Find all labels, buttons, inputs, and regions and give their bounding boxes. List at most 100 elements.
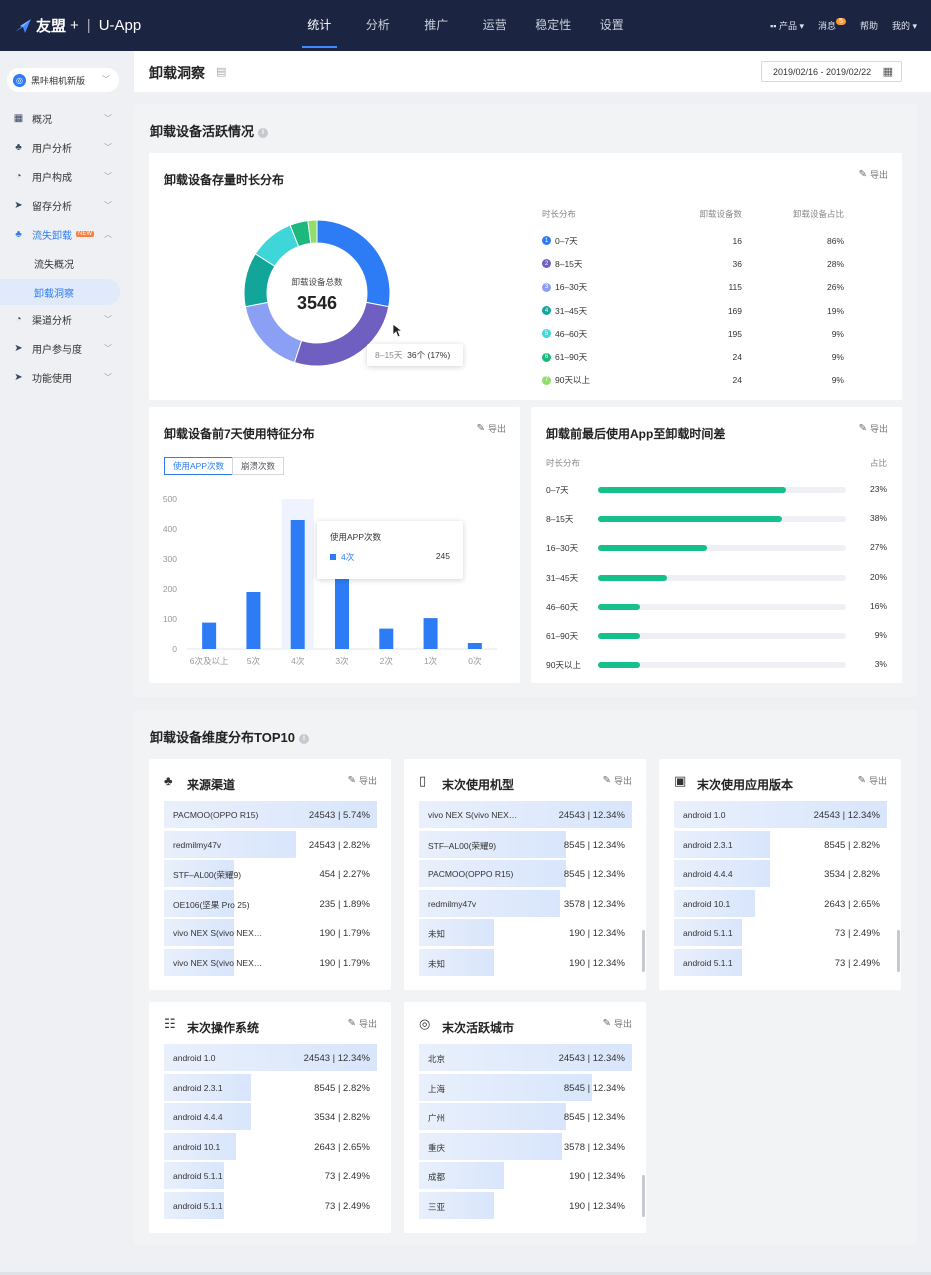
top10-row[interactable]: 成都 190 | 12.34%	[419, 1162, 632, 1190]
export-label: 导出	[487, 424, 506, 434]
row-name: android 5.1.1	[683, 928, 733, 939]
bar[interactable]	[467, 643, 482, 649]
sidebar-subitem-churn-overview[interactable]: 流失概况	[34, 259, 74, 271]
section-title-text: 卸载设备活跃情况	[150, 124, 255, 139]
bar[interactable]	[379, 628, 394, 649]
nav-operation[interactable]: 运营	[482, 18, 507, 32]
sidebar-item-user-compose[interactable]: ◔ 用户构成 ﹀	[0, 165, 134, 187]
top10-row[interactable]: vivo NEX S(vivo NEX… 24543 | 12.34%	[419, 801, 632, 828]
donut-center-value: 3546	[296, 293, 338, 313]
top10-row[interactable]: redmilmy47v 3578 | 12.34%	[419, 889, 632, 917]
top10-row[interactable]: 三亚 190 | 12.34%	[419, 1192, 632, 1219]
nav-stats[interactable]: 统计	[290, 0, 349, 51]
export-button[interactable]: ✎ 导出	[603, 774, 632, 787]
top10-row[interactable]: android 5.1.1 73 | 2.49%	[164, 1162, 377, 1190]
top10-row[interactable]: android 5.1.1 73 | 2.49%	[674, 949, 887, 976]
chevron-down-icon: ﹀	[104, 372, 112, 382]
date-range-picker[interactable]: 2019/02/16 - 2019/02/22 ▦	[761, 61, 902, 82]
legend-header-range: 时长分布	[542, 209, 577, 219]
top10-row[interactable]: 广州 8545 | 12.34%	[419, 1103, 632, 1131]
products-menu[interactable]: ▪▪ 产品 ▾	[770, 21, 805, 31]
top10-row[interactable]: 重庆 3578 | 12.34%	[419, 1132, 632, 1160]
top10-row[interactable]: android 5.1.1 73 | 2.49%	[164, 1192, 377, 1219]
row-value: 2643 | 2.65%	[314, 1141, 370, 1153]
top10-row[interactable]: STF–AL00(荣耀9) 454 | 2.27%	[164, 860, 377, 888]
top10-row[interactable]: redmilmy47v 24543 | 2.82%	[164, 830, 377, 858]
card-title: 卸载前最后使用App至卸载时间差	[546, 427, 726, 441]
sidebar-item-retention[interactable]: ➤ 留存分析 ﹀	[0, 194, 134, 216]
export-button[interactable]: ✎ 导出	[477, 422, 506, 435]
top10-row[interactable]: android 5.1.1 73 | 2.49%	[674, 919, 887, 947]
app-selector[interactable]: ◎ 黑咔相机新版 ﹀	[7, 68, 119, 92]
hbar-fill	[598, 662, 641, 669]
export-button[interactable]: ✎ 导出	[858, 774, 887, 787]
top10-row[interactable]: android 10.1 2643 | 2.65%	[674, 889, 887, 917]
top10-row[interactable]: android 2.3.1 8545 | 2.82%	[164, 1073, 377, 1101]
top10-card: ◎ 末次活跃城市 ✎ 导出 北京 24543 | 12.34% 上海 8545 | 12.34…	[404, 1002, 646, 1233]
nav-promotion[interactable]: 推广	[424, 18, 449, 32]
tab-crash-count[interactable]: 崩溃次数	[232, 457, 285, 475]
bar[interactable]	[290, 520, 305, 649]
top10-row[interactable]: 未知 190 | 12.34%	[419, 919, 632, 947]
top10-row[interactable]: android 2.3.1 8545 | 2.82%	[674, 830, 887, 858]
top10-row[interactable]: vivo NEX S(vivo NEX… 190 | 1.79%	[164, 919, 377, 947]
legend-range: 6 61–90天	[542, 351, 662, 363]
export-button[interactable]: ✎ 导出	[859, 168, 888, 181]
top10-row[interactable]: PACMOO(OPPO R15) 8545 | 12.34%	[419, 860, 632, 888]
bar-chart[interactable]: 500 400 300 200 100 0 6次及以上 5次 4次 3次 2次 1次 0次	[157, 489, 507, 679]
nav-settings[interactable]: 设置	[599, 18, 624, 32]
umeng-logo[interactable]: 友盟 + | U-App	[14, 15, 141, 36]
row-fill-bar	[164, 1162, 224, 1190]
top10-row[interactable]: STF–AL00(荣耀9) 8545 | 12.34%	[419, 830, 632, 858]
top10-row[interactable]: 北京 24543 | 12.34%	[419, 1044, 632, 1071]
sidebar-item-channel[interactable]: ◔ 渠道分析 ﹀	[0, 308, 134, 330]
document-icon[interactable]: ▤	[216, 66, 227, 78]
top10-row[interactable]: PACMOO(OPPO R15) 24543 | 5.74%	[164, 801, 377, 828]
export-button[interactable]: ✎ 导出	[348, 1017, 377, 1030]
hbar-row: 90天以上 3%	[546, 658, 887, 672]
export-label: 导出	[869, 424, 888, 434]
scrollbar[interactable]	[897, 930, 900, 972]
nav-stability[interactable]: 稳定性	[535, 18, 572, 32]
sidebar-item-engagement[interactable]: ➤ 用户参与度 ﹀	[0, 337, 134, 359]
info-icon[interactable]: i	[298, 733, 309, 744]
sidebar-subitem-uninstall-insight[interactable]: 卸载洞察	[0, 279, 120, 305]
sidebar-item-churn[interactable]: ♣ 流失卸载 NEW ︿	[0, 223, 134, 245]
logo-plus: +	[70, 17, 79, 34]
scrollbar[interactable]	[642, 1175, 645, 1217]
top10-row[interactable]: android 4.4.4 3534 | 2.82%	[674, 860, 887, 888]
export-button[interactable]: ✎ 导出	[859, 422, 888, 435]
bar[interactable]	[335, 575, 349, 650]
row-value: 24543 | 12.34%	[558, 1053, 625, 1064]
sidebar-item-feature-usage[interactable]: ➤ 功能使用 ﹀	[0, 366, 134, 388]
sidebar-item-user-analysis[interactable]: ♣ 用户分析 ﹀	[0, 136, 134, 158]
info-icon[interactable]: i	[258, 127, 269, 138]
mine-menu[interactable]: 我的 ▾	[891, 21, 917, 31]
nav-analysis[interactable]: 分析	[365, 18, 390, 32]
app-name: 黑咔相机新版	[31, 75, 86, 86]
donut-slice[interactable]	[307, 219, 318, 244]
top10-row[interactable]: 上海 8545 | 12.34%	[419, 1073, 632, 1101]
top10-row[interactable]: OE106(坚果 Pro 25) 235 | 1.89%	[164, 889, 377, 917]
hbar-label: 0–7天	[546, 485, 569, 495]
hbar-fill	[598, 487, 787, 493]
messages-menu[interactable]: 消息 5	[818, 18, 846, 32]
tab-app-usage-count[interactable]: 使用APP次数	[164, 457, 234, 475]
top10-row[interactable]: android 4.4.4 3534 | 2.82%	[164, 1103, 377, 1131]
bar[interactable]	[246, 592, 261, 649]
help-link[interactable]: 帮助	[859, 21, 878, 31]
top10-row[interactable]: android 1.0 24543 | 12.34%	[674, 801, 887, 828]
legend-count: 24	[732, 375, 742, 386]
donut-chart[interactable]	[237, 213, 397, 373]
bar[interactable]	[202, 622, 217, 649]
top10-row[interactable]: 未知 190 | 12.34%	[419, 949, 632, 976]
export-button[interactable]: ✎ 导出	[348, 774, 377, 787]
scrollbar[interactable]	[642, 930, 645, 972]
top10-row[interactable]: vivo NEX S(vivo NEX… 190 | 1.79%	[164, 949, 377, 976]
top10-row[interactable]: android 1.0 24543 | 12.34%	[164, 1044, 377, 1071]
sidebar-item-overview[interactable]: ▦ 概况 ﹀	[0, 107, 134, 129]
top10-row[interactable]: android 10.1 2643 | 2.65%	[164, 1132, 377, 1160]
export-button[interactable]: ✎ 导出	[603, 1017, 632, 1030]
bar[interactable]	[423, 618, 438, 649]
section-title: 卸载设备维度分布TOP10 i	[150, 727, 309, 746]
